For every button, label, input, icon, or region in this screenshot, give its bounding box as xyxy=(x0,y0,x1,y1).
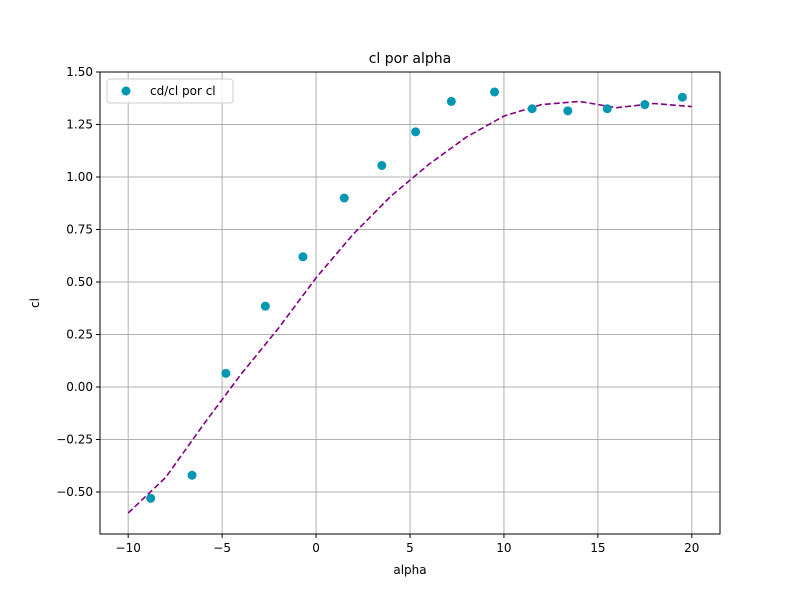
data-point xyxy=(260,301,270,311)
y-tick-label: 0.75 xyxy=(66,223,93,237)
x-tick-label: −10 xyxy=(116,541,141,555)
y-tick-label: −0.50 xyxy=(56,485,93,499)
data-point xyxy=(563,106,573,116)
y-tick-label: 0.25 xyxy=(66,328,93,342)
axis-ticks: −10 −5 0 5 10 15 20 −0.50 −0.25 0.00 0.25 0.50 0.75 1… xyxy=(56,65,699,555)
data-point xyxy=(677,92,687,102)
y-tick-label: 1.00 xyxy=(66,170,93,184)
x-tick-label: 0 xyxy=(312,541,320,555)
y-tick-label: 1.50 xyxy=(66,65,93,79)
y-tick-label: 1.25 xyxy=(66,118,93,132)
data-point xyxy=(298,252,308,262)
plot-series xyxy=(127,87,692,514)
y-tick-label: 0.00 xyxy=(66,380,93,394)
data-point xyxy=(527,104,537,114)
x-tick-label: 20 xyxy=(684,541,699,555)
x-tick-label: 5 xyxy=(406,541,414,555)
data-point xyxy=(640,100,650,110)
legend-box xyxy=(106,78,234,104)
y-tick-label: 0.50 xyxy=(66,275,93,289)
chart-title: cl por alpha xyxy=(369,51,452,67)
x-tick-label: 15 xyxy=(590,541,605,555)
grid-lines xyxy=(100,71,720,534)
data-point xyxy=(446,96,456,106)
data-point xyxy=(377,160,387,170)
data-point xyxy=(602,104,612,114)
data-point xyxy=(221,368,231,378)
x-tick-label: −5 xyxy=(213,541,231,555)
data-point xyxy=(146,493,156,503)
data-point xyxy=(187,470,197,480)
data-point xyxy=(411,127,421,137)
y-tick-label: −0.25 xyxy=(56,433,93,447)
x-axis-label: alpha xyxy=(393,563,426,577)
x-tick-label: 10 xyxy=(496,541,511,555)
legend-label: cd/cl por cl xyxy=(150,84,216,98)
legend-marker xyxy=(121,86,131,96)
fit-line xyxy=(127,100,692,514)
data-point xyxy=(490,87,500,97)
data-point xyxy=(339,193,349,203)
y-axis-label: cl xyxy=(28,298,42,308)
legend: cd/cl por cl xyxy=(106,78,234,104)
